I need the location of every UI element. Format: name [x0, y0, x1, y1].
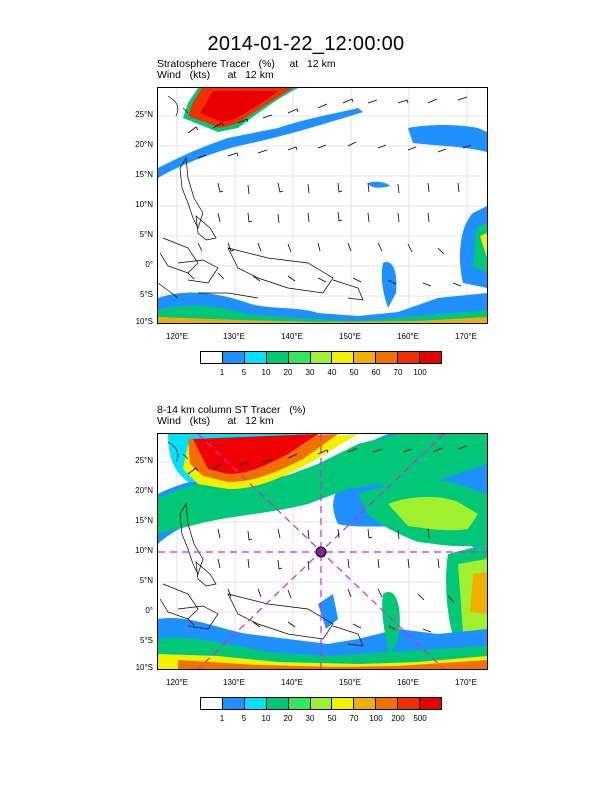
panel2-subtitle-wind: Wind (kts) at 12 km: [157, 415, 274, 427]
panel1-lon-label: 120°E: [166, 332, 188, 341]
panel1-colorbar: [200, 351, 442, 364]
panel2-lon-label: 150°E: [339, 678, 361, 687]
page-title: 2014-01-22_12:00:00: [207, 33, 405, 55]
colorbar-swatch: [201, 698, 223, 709]
panel2-lat-label: 5°S: [140, 636, 153, 645]
panel2-lon-label: 170°E: [455, 678, 477, 687]
panel1-lat-label: 10°S: [135, 317, 153, 326]
panel2-colorbar-label: 10: [261, 714, 271, 723]
panel1-lon-label: 150°E: [339, 332, 361, 341]
colorbar-swatch: [266, 698, 289, 709]
panel1-tracer-shading: [158, 88, 487, 323]
panel2-colorbar-label: 30: [305, 714, 315, 723]
panel1-wind-barbs: [187, 96, 472, 287]
colorbar-swatch: [244, 698, 267, 709]
colorbar-swatch: [420, 698, 441, 709]
panel2-lat-label: 5°N: [139, 576, 153, 585]
panel1-colorbar-label: 70: [393, 368, 403, 377]
panel2-map-svg: [158, 434, 487, 669]
panel1-lon-label: 130°E: [223, 332, 245, 341]
panel2-colorbar-label: 1: [219, 714, 225, 723]
panel1-lat-label: 5°N: [139, 230, 153, 239]
colorbar-swatch: [354, 698, 377, 709]
panel1-colorbar-label: 10: [261, 368, 271, 377]
panel1-lon-label: 170°E: [455, 332, 477, 341]
panel1-lon-label: 160°E: [397, 332, 419, 341]
panel1-colorbar-label: 1: [219, 368, 225, 377]
panel1-colorbar-label: 5: [241, 368, 247, 377]
panel1-lat-label: 0°: [145, 260, 153, 269]
panel1-lat-label: 10°N: [135, 200, 153, 209]
panel1-lat-label: 25°N: [135, 110, 153, 119]
panel1-coastlines: [158, 95, 364, 301]
colorbar-swatch: [332, 352, 355, 363]
colorbar-swatch: [266, 352, 289, 363]
panel2-map: [157, 433, 488, 670]
colorbar-swatch: [398, 352, 421, 363]
panel1-subtitle-tracer: Stratosphere Tracer (%) at 12 km: [157, 58, 336, 70]
panel2-lon-label: 120°E: [166, 678, 188, 687]
panel2-lat-label: 25°N: [135, 456, 153, 465]
panel2-colorbar-label: 500: [413, 714, 427, 723]
panel2-center-marker: [315, 546, 327, 558]
panel2-colorbar-label: 20: [283, 714, 293, 723]
panel1-colorbar-label: 100: [413, 368, 427, 377]
panel1-colorbar-label: 60: [371, 368, 381, 377]
panel2-colorbar-label: 200: [391, 714, 405, 723]
colorbar-swatch: [376, 698, 399, 709]
panel2-lon-label: 160°E: [397, 678, 419, 687]
panel1-colorbar-label: 30: [305, 368, 315, 377]
panel2-colorbar-label: 100: [369, 714, 383, 723]
panel2-lat-label: 20°N: [135, 486, 153, 495]
colorbar-swatch: [244, 352, 267, 363]
panel2-colorbar-label: 5: [241, 714, 247, 723]
colorbar-swatch: [354, 352, 377, 363]
colorbar-swatch: [288, 352, 311, 363]
panel1-map-svg: [158, 88, 487, 323]
panel2-lon-label: 130°E: [223, 678, 245, 687]
panel2-subtitle-tracer: 8-14 km column ST Tracer (%): [157, 404, 306, 416]
colorbar-swatch: [420, 352, 441, 363]
panel2-tracer-shading: [158, 434, 487, 669]
panel2-lat-label: 10°S: [135, 663, 153, 672]
panel2-wind-barbs: [187, 445, 468, 633]
panel2-colorbar-label: 70: [349, 714, 359, 723]
panel2-coastlines: [159, 441, 364, 647]
panel1-colorbar-label: 50: [349, 368, 359, 377]
panel1-lat-label: 5°S: [140, 290, 153, 299]
colorbar-swatch: [376, 352, 399, 363]
panel1-colorbar-label: 20: [283, 368, 293, 377]
panel1-map: [157, 87, 488, 324]
panel2-lon-label: 140°E: [281, 678, 303, 687]
colorbar-swatch: [288, 698, 311, 709]
panel2-lat-label: 15°N: [135, 516, 153, 525]
panel1-lat-label: 15°N: [135, 170, 153, 179]
panel2-colorbar: [200, 697, 442, 710]
panel2-colorbar-label: 50: [327, 714, 337, 723]
colorbar-swatch: [310, 352, 333, 363]
panel2-lat-label: 10°N: [135, 546, 153, 555]
colorbar-swatch: [201, 352, 223, 363]
colorbar-swatch: [332, 698, 355, 709]
colorbar-swatch: [398, 698, 421, 709]
panel1-colorbar-label: 40: [327, 368, 337, 377]
colorbar-swatch: [222, 698, 245, 709]
colorbar-swatch: [222, 352, 245, 363]
panel1-lon-label: 140°E: [281, 332, 303, 341]
panel1-lat-label: 20°N: [135, 140, 153, 149]
colorbar-swatch: [310, 698, 333, 709]
panel2-lat-label: 0°: [145, 606, 153, 615]
panel1-subtitle-wind: Wind (kts) at 12 km: [157, 69, 274, 81]
